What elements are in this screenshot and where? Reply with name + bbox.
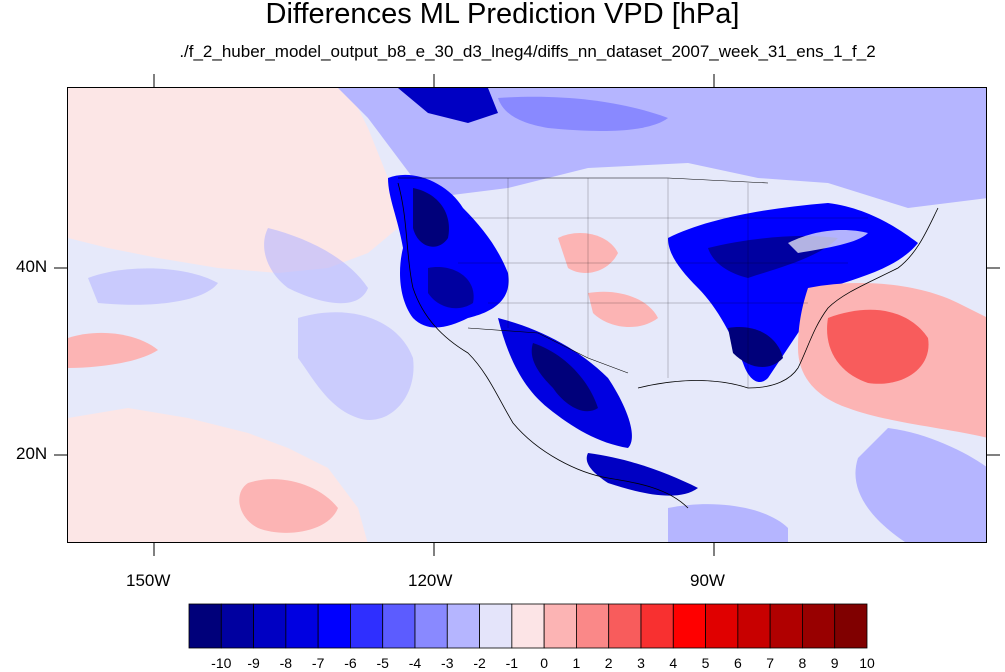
colorbar-swatch [350, 603, 384, 649]
blue-west-us-core-2 [428, 267, 474, 309]
colorbar-swatch [672, 603, 706, 649]
blue-pacific-patch-3 [264, 228, 368, 304]
colorbar-swatch [317, 603, 351, 649]
colorbar-tick-label: 0 [540, 655, 549, 671]
colorbar-tick-label: 10 [859, 655, 875, 671]
colorbar-swatch [576, 603, 610, 649]
map-panel [67, 87, 987, 543]
colorbar-tick-label: -10 [211, 655, 232, 671]
coastline-pacific-west [397, 182, 689, 509]
colorbar-tick-label: 2 [604, 655, 613, 671]
colorbar-swatch [608, 603, 642, 649]
colorbar-swatch [511, 603, 545, 649]
lake-streak [788, 230, 868, 253]
blue-central-america [668, 504, 788, 542]
colorbar-swatch [382, 603, 416, 649]
blue-west-us-core [413, 188, 449, 247]
blue-canada-dark [398, 88, 498, 123]
colorbar-swatch [543, 603, 577, 649]
colorbar [188, 603, 868, 649]
colorbar-tick-label: -7 [311, 655, 325, 671]
coastline-gulf-atlantic [637, 207, 939, 389]
colorbar-tick-label: 4 [669, 655, 678, 671]
colorbar-tick-label: -8 [279, 655, 293, 671]
colorbar-swatch [640, 603, 674, 649]
colorbar-tick-label: 3 [637, 655, 645, 671]
state-boundaries [507, 178, 749, 388]
colorbar-tick-label: 7 [766, 655, 775, 671]
lon-label-120w: 120W [408, 571, 453, 590]
colorbar-tick-label: -5 [376, 655, 389, 671]
blue-central-mexico [586, 453, 698, 496]
lon-label-90w: 90W [690, 571, 725, 590]
colorbar-tick-label: 8 [798, 655, 807, 671]
colorbar-tick-label: 1 [572, 655, 581, 671]
lon-label-150w: 150W [126, 571, 171, 590]
pink-north-pacific [68, 88, 398, 273]
pink-west-patch [68, 332, 158, 368]
lat-label-40n: 40N [16, 257, 48, 276]
colorbar-tick-label: 6 [733, 655, 742, 671]
map-subtitle: ./f_2_huber_model_output_b8_e_30_d3_lneg… [179, 42, 876, 61]
colorbar-swatch [253, 603, 287, 649]
vpd-difference-map [68, 88, 986, 542]
blue-pacific-patch-2 [298, 312, 414, 420]
pink-plains-2 [588, 291, 658, 328]
colorbar-tick-label: -9 [247, 655, 260, 671]
colorbar-swatch [446, 603, 480, 649]
colorbar-swatch [220, 603, 254, 649]
state-boundaries-horizontal [458, 217, 868, 304]
colorbar-tick-label: -6 [344, 655, 357, 671]
colorbar-tick-label: -3 [441, 655, 454, 671]
colorbar-swatch [834, 603, 868, 649]
colorbar-swatch [188, 603, 222, 649]
colorbar-tick-label: -1 [505, 655, 519, 671]
blue-caribbean [855, 428, 986, 542]
blue-southeast-core [728, 327, 783, 368]
colorbar-swatch [285, 603, 319, 649]
colorbar-swatch [737, 603, 771, 649]
blue-pacific-patch-1 [88, 268, 218, 305]
border-us-mexico [467, 327, 629, 374]
colorbar-tick-label: -2 [473, 655, 486, 671]
lat-label-20n: 20N [16, 444, 48, 463]
colorbar-tick-label: -4 [408, 655, 422, 671]
colorbar-swatch [414, 603, 448, 649]
colorbar-tick-label: 5 [701, 655, 710, 671]
blue-canada-mid [498, 96, 668, 131]
colorbar-swatch [769, 603, 803, 649]
colorbar-tick-label: 9 [830, 655, 839, 671]
colorbar-swatch [479, 603, 513, 649]
colorbar-swatch [802, 603, 836, 649]
pink-pacific-blob [239, 479, 338, 533]
red-atlantic-core [827, 309, 929, 384]
blue-mexico-core [531, 343, 598, 412]
colorbar-swatch [705, 603, 739, 649]
map-title: Differences ML Prediction VPD [hPa] [265, 0, 740, 30]
